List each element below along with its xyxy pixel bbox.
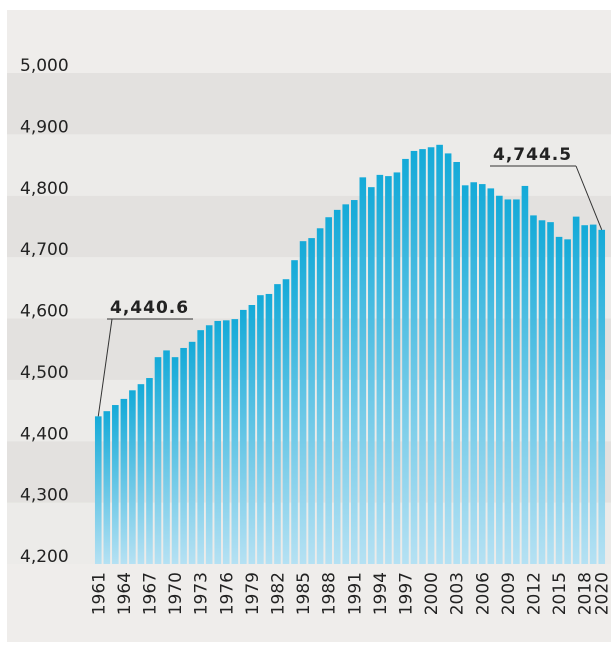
bar — [376, 174, 384, 564]
value-label: 4,440.6 — [110, 298, 189, 318]
bar — [496, 195, 503, 564]
bar — [393, 172, 401, 565]
bar — [461, 185, 469, 564]
x-tick-label: 1997 — [396, 572, 416, 615]
x-tick-label: 2012 — [524, 572, 544, 615]
bar — [368, 187, 375, 564]
bar — [581, 225, 588, 564]
bar — [154, 357, 162, 564]
x-tick-label: 2000 — [422, 572, 442, 615]
bar — [342, 204, 350, 564]
bar — [419, 149, 426, 565]
value-label: 4,744.5 — [493, 145, 572, 165]
bar — [470, 182, 478, 564]
bar — [385, 176, 392, 565]
x-tick-label: 1991 — [345, 572, 365, 615]
bar — [188, 341, 196, 564]
bar — [427, 147, 435, 565]
x-tick-label: 2003 — [448, 572, 468, 615]
bar — [513, 199, 520, 564]
x-tick-label: 1994 — [371, 572, 391, 615]
bar — [129, 390, 136, 564]
x-tick-label: 2015 — [550, 572, 570, 615]
bar — [94, 416, 102, 564]
bar — [180, 347, 187, 564]
x-tick-label: 2006 — [473, 572, 493, 615]
bar — [444, 153, 452, 564]
bar — [103, 411, 111, 564]
bar — [231, 319, 239, 564]
y-tick-label: 4,700 — [20, 240, 69, 260]
bar — [359, 177, 367, 564]
bar — [214, 320, 222, 564]
bar — [402, 158, 409, 565]
x-tick-label: 1985 — [294, 572, 314, 615]
bar — [478, 184, 486, 564]
y-tick-label: 4,200 — [20, 547, 69, 567]
x-tick-label: 1964 — [115, 572, 135, 615]
bar — [197, 330, 204, 564]
x-tick-label: 1961 — [89, 572, 109, 615]
y-tick-label: 4,800 — [20, 179, 69, 199]
bar — [137, 384, 145, 564]
bar — [564, 239, 571, 565]
bar — [530, 215, 537, 564]
bar — [487, 188, 495, 564]
bar — [350, 200, 358, 564]
y-tick-label: 4,500 — [20, 363, 69, 383]
bar — [171, 357, 179, 564]
bar — [291, 260, 298, 564]
bar — [572, 216, 580, 564]
bar — [112, 405, 119, 564]
bar — [521, 185, 529, 564]
y-tick-label: 4,300 — [20, 486, 69, 506]
bar — [453, 161, 460, 564]
y-tick-label: 5,000 — [20, 56, 69, 76]
x-tick-label: 1982 — [268, 572, 288, 615]
bar — [265, 293, 273, 564]
x-tick-label: 1967 — [140, 572, 160, 615]
bar — [282, 279, 290, 564]
bar — [205, 325, 213, 564]
bar — [410, 150, 418, 565]
bar — [325, 217, 332, 564]
bar — [146, 378, 153, 564]
x-tick-label: 1979 — [243, 572, 263, 615]
y-tick-label: 4,900 — [20, 117, 69, 137]
bar — [436, 144, 443, 564]
bar — [120, 398, 128, 564]
bar — [257, 295, 264, 564]
x-tick-label: 1970 — [166, 572, 186, 615]
bar — [589, 224, 597, 564]
y-tick-label: 4,600 — [20, 302, 69, 322]
grid-band — [7, 134, 611, 196]
grid-band — [7, 73, 611, 135]
bar — [547, 222, 554, 565]
annotation-leader — [97, 318, 113, 417]
bar — [316, 228, 324, 564]
bar — [598, 229, 606, 565]
x-tick-label: 1976 — [217, 572, 237, 615]
bar — [163, 350, 170, 564]
bar — [555, 236, 563, 564]
bar — [240, 309, 247, 564]
annotation-leader — [575, 165, 603, 231]
bar — [333, 209, 341, 564]
x-tick-label: 2009 — [499, 572, 519, 615]
x-tick-label: 1988 — [320, 572, 340, 615]
bar — [299, 241, 307, 565]
bar — [308, 238, 315, 564]
x-tick-label: 2018 — [576, 572, 596, 615]
y-tick-label: 4,400 — [20, 424, 69, 444]
bar — [248, 304, 256, 564]
bar — [274, 284, 281, 564]
bar — [538, 220, 546, 565]
bar — [504, 199, 512, 564]
bar — [222, 320, 230, 564]
x-tick-label: 2020 — [593, 572, 611, 615]
x-tick-label: 1973 — [192, 572, 212, 615]
